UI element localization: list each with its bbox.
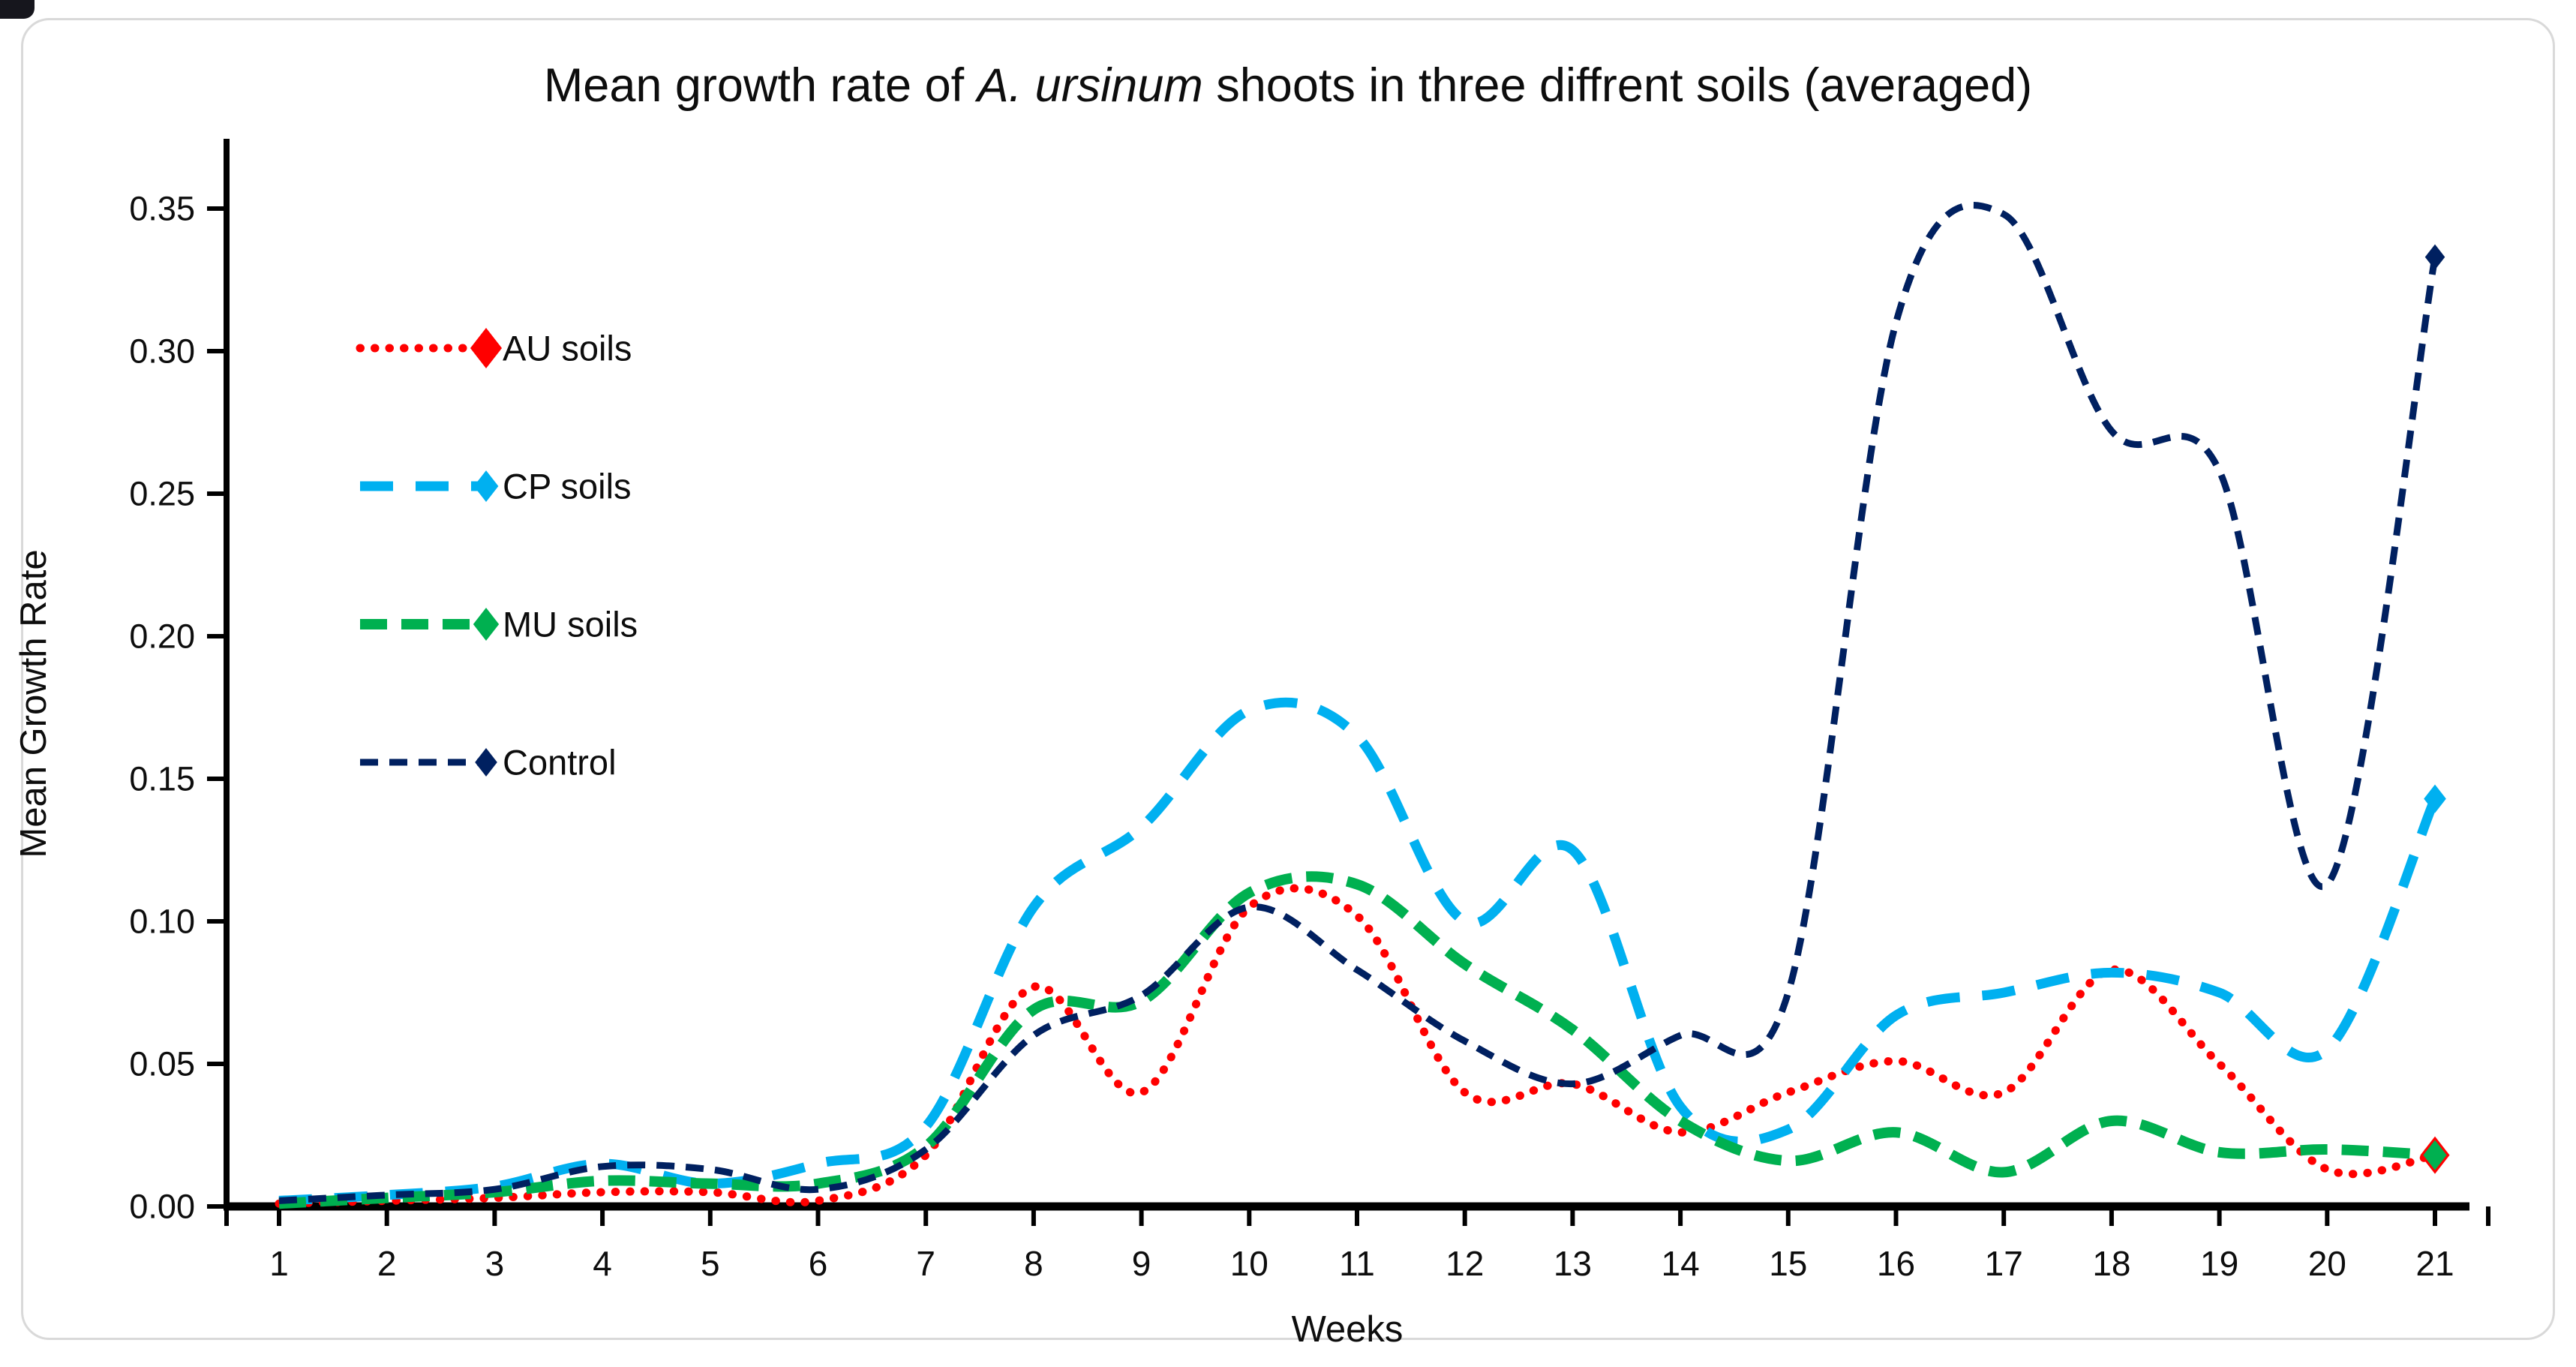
x-tick-label: 17 [1985, 1244, 2023, 1283]
x-tick-label: 15 [1769, 1244, 1807, 1283]
legend-label: Control [503, 743, 617, 783]
series-line-au-soils [275, 884, 2439, 1208]
y-tick-label: 0.10 [129, 903, 195, 941]
x-tick-label: 13 [1554, 1244, 1592, 1283]
end-marker-cp-soils [2424, 784, 2446, 813]
chart-title: Mean growth rate of A. ursinum shoots in… [0, 59, 2576, 113]
x-tick-label: 4 [593, 1244, 612, 1283]
legend-label: AU soils [503, 329, 632, 368]
x-tick-label: 18 [2092, 1244, 2130, 1283]
x-tick-label: 8 [1024, 1244, 1043, 1283]
chart-title-suffix: shoots in three diffrent soils (averaged… [1202, 59, 2033, 112]
x-tick-label: 20 [2308, 1244, 2346, 1283]
series-line-cp-soils [278, 697, 2439, 1206]
x-tick-label: 2 [377, 1244, 397, 1283]
legend-marker-diamond [473, 608, 500, 641]
x-tick-label: 14 [1662, 1244, 1700, 1283]
legend-label: MU soils [503, 605, 638, 644]
y-tick-label: 0.35 [129, 190, 195, 228]
chart-title-prefix: Mean growth rate of [543, 59, 977, 112]
y-tick-label: 0.00 [129, 1188, 195, 1226]
y-tick-label: 0.25 [129, 475, 195, 513]
series-line-control [278, 201, 2439, 1204]
x-tick-label: 5 [701, 1244, 720, 1283]
x-tick-label: 19 [2200, 1244, 2238, 1283]
legend-marker-diamond [473, 470, 499, 502]
legend-marker-diamond [470, 328, 503, 368]
x-axis-title: Weeks [1291, 1309, 1404, 1350]
screenshot-corner-artifact [0, 0, 35, 19]
x-tick-label: 1 [269, 1244, 289, 1283]
y-tick-label: 0.15 [129, 760, 195, 798]
y-tick-label: 0.30 [129, 332, 195, 371]
x-tick-label: 3 [485, 1244, 505, 1283]
x-tick-label: 12 [1446, 1244, 1484, 1283]
y-tick-label: 0.20 [129, 617, 195, 656]
y-tick-label: 0.05 [129, 1045, 195, 1083]
x-tick-label: 7 [916, 1244, 935, 1283]
chart-title-species: A. ursinum [977, 59, 1203, 112]
x-tick-label: 6 [809, 1244, 828, 1283]
end-marker-control [2424, 244, 2445, 270]
x-tick-label: 11 [1339, 1244, 1375, 1283]
figure-border [21, 18, 2555, 1340]
x-tick-label: 10 [1230, 1244, 1268, 1283]
end-marker-mu-soils [2423, 1140, 2447, 1170]
series-line-mu-soils [278, 871, 2436, 1209]
legend-label: CP soils [503, 467, 632, 506]
legend-marker-diamond [475, 748, 497, 777]
x-tick-label: 9 [1132, 1244, 1151, 1283]
x-tick-label: 16 [1877, 1244, 1915, 1283]
x-tick-label: 21 [2415, 1244, 2454, 1283]
